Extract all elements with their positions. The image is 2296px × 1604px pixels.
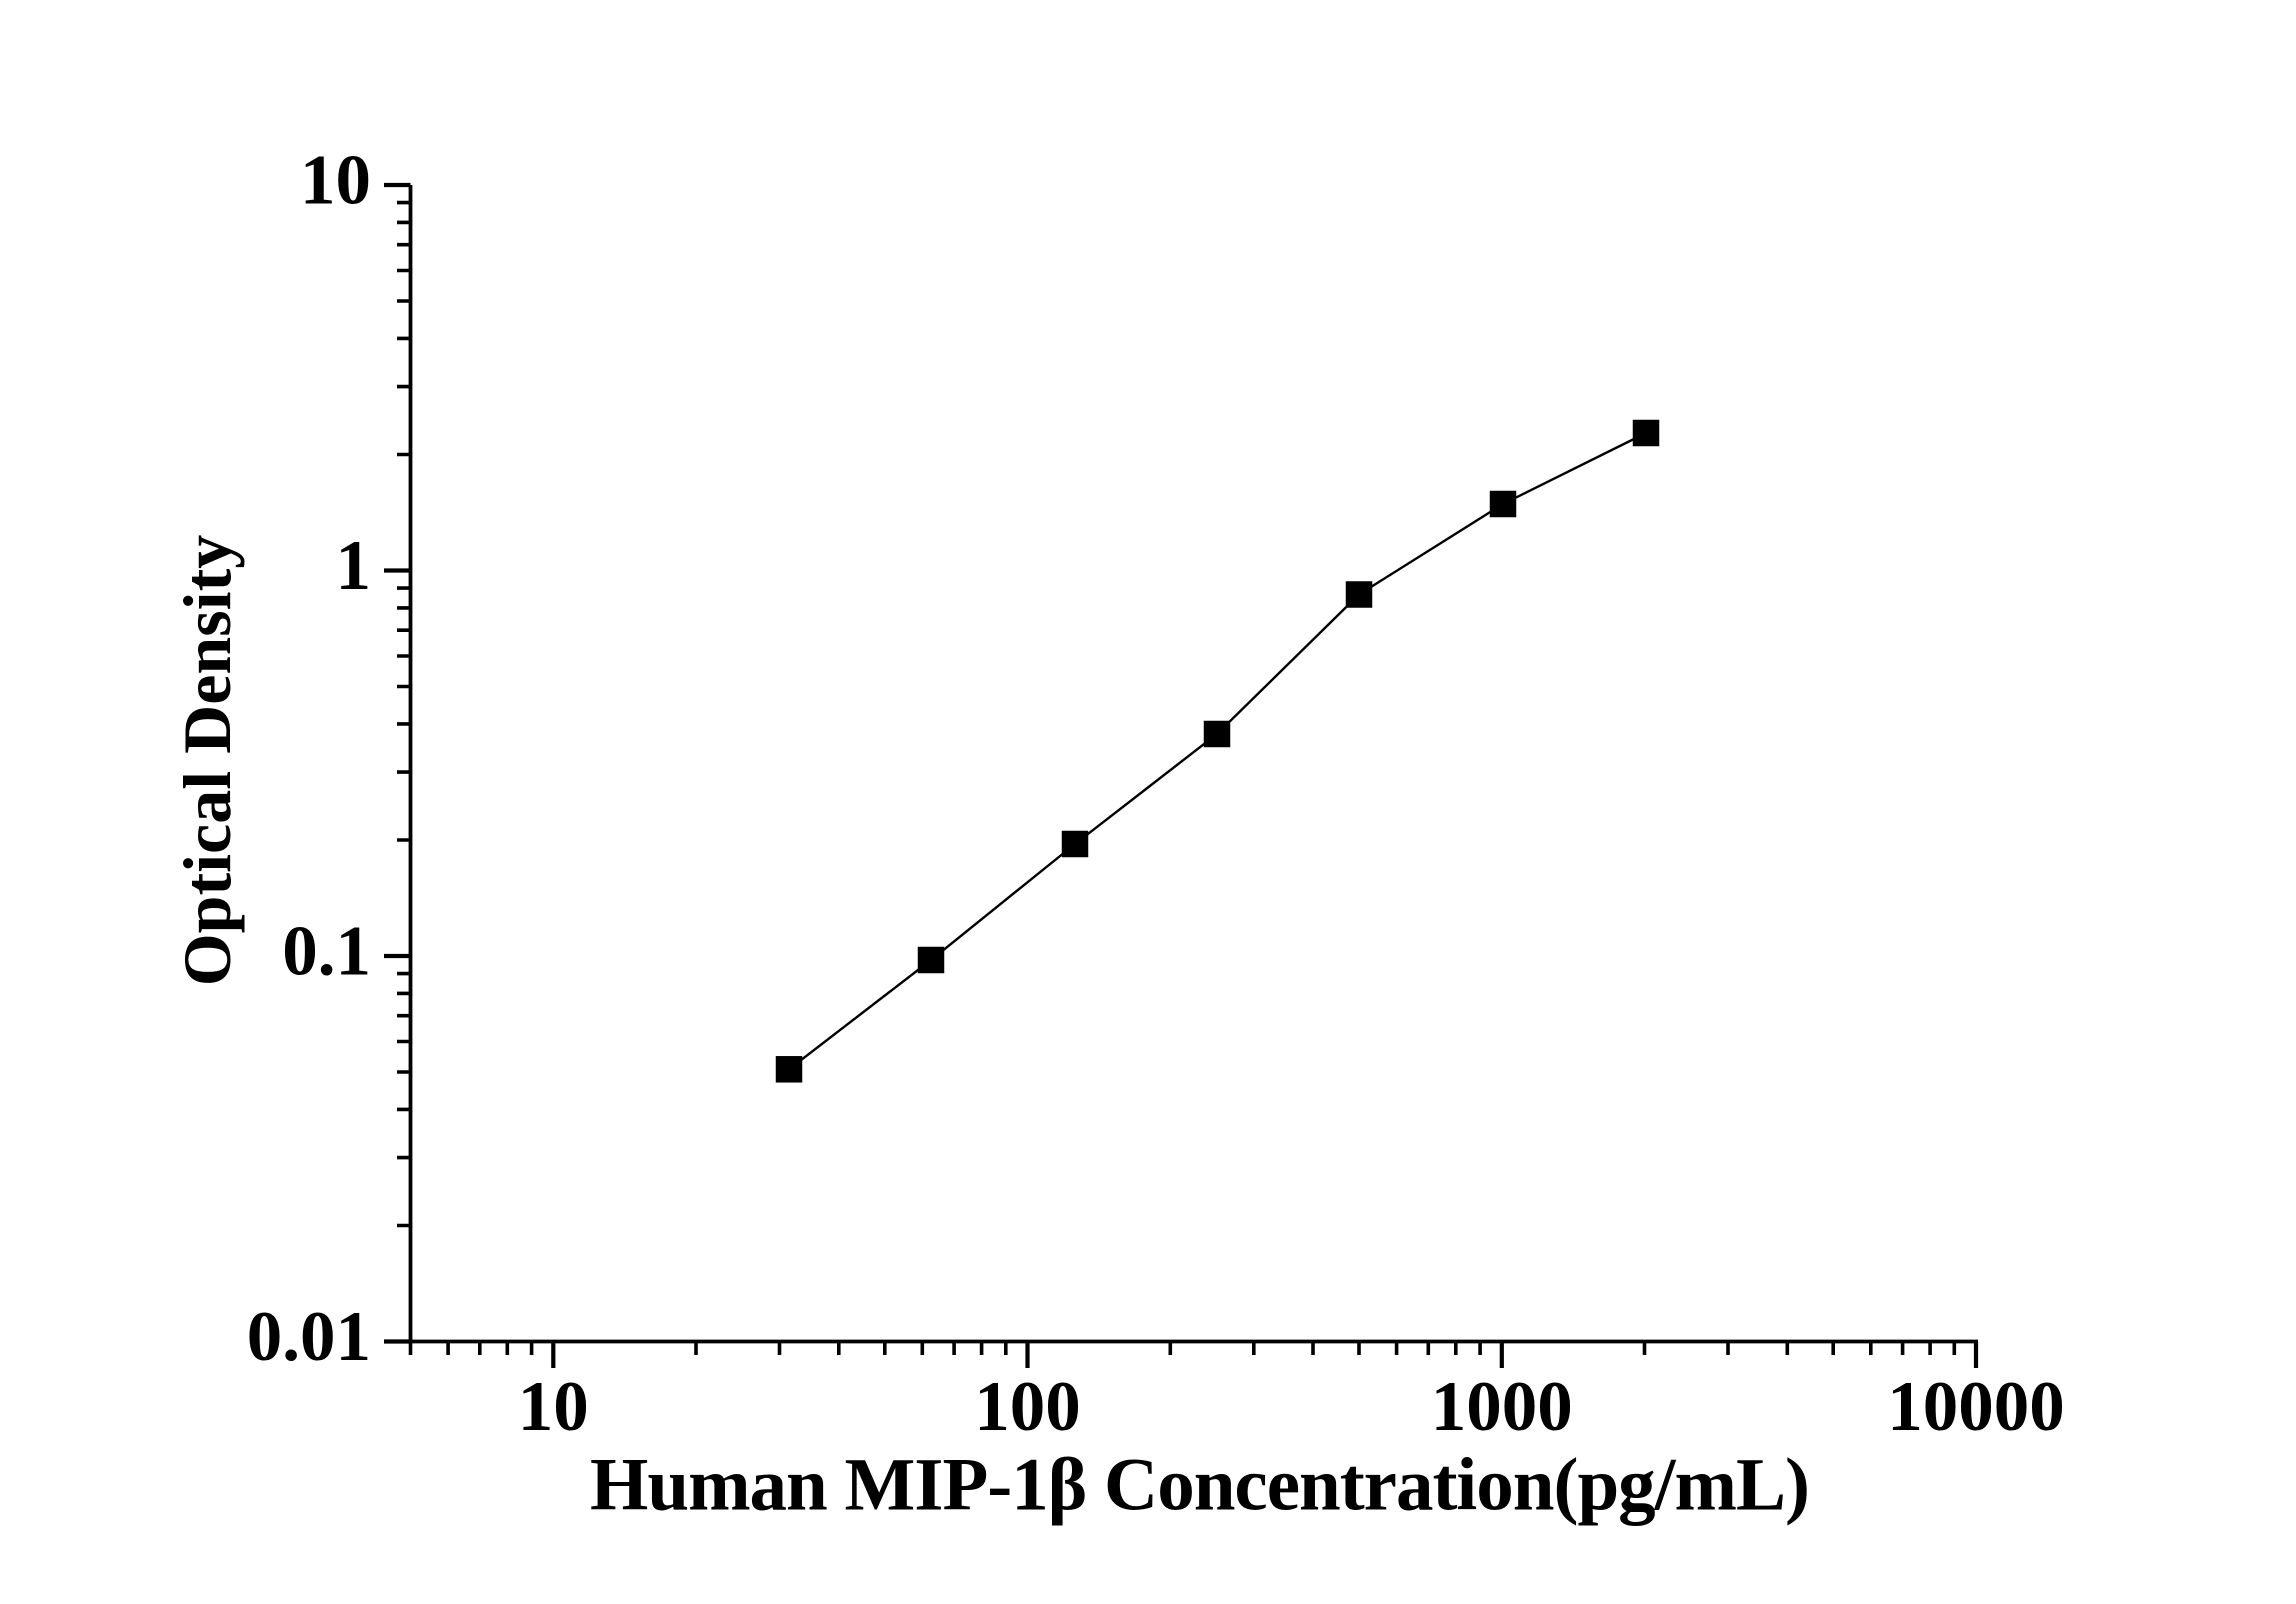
svg-text:10000: 10000 bbox=[1887, 1368, 2065, 1446]
svg-text:Human MIP-1β Concentration(pg/: Human MIP-1β Concentration(pg/mL) bbox=[590, 1444, 1809, 1527]
svg-text:10: 10 bbox=[518, 1368, 589, 1446]
svg-text:10: 10 bbox=[300, 142, 371, 220]
svg-text:100: 100 bbox=[974, 1368, 1081, 1446]
svg-text:0.1: 0.1 bbox=[282, 913, 371, 991]
svg-text:1000: 1000 bbox=[1431, 1368, 1573, 1446]
svg-text:0.01: 0.01 bbox=[247, 1298, 371, 1376]
svg-text:1: 1 bbox=[336, 527, 372, 605]
svg-text:Optical Density: Optical Density bbox=[169, 535, 245, 986]
